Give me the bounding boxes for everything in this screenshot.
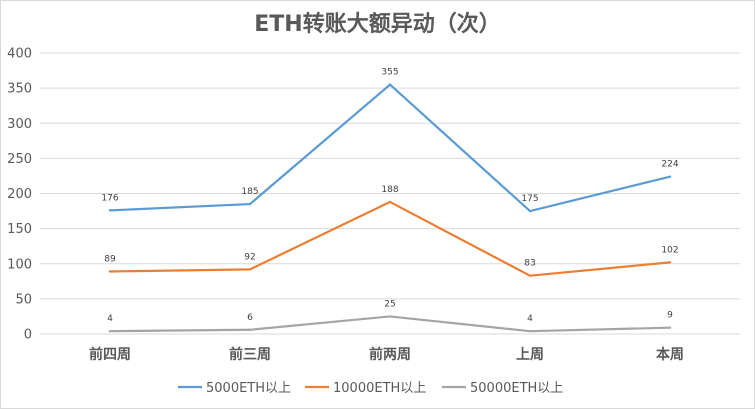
- data-point: [668, 261, 672, 264]
- y-tick-label: 350: [7, 82, 32, 97]
- data-point: [108, 329, 112, 333]
- y-tick-label: 100: [7, 257, 32, 272]
- series-lines: [108, 83, 672, 333]
- legend: 5000ETH以上 10000ETH以上 50000ETH以上: [178, 381, 563, 396]
- data-point: [388, 315, 392, 318]
- data-label: 9: [667, 311, 673, 321]
- x-axis-labels: 前四周 前三周 前两周 上周 本周: [89, 346, 684, 363]
- x-tick-label: 前两周: [369, 346, 411, 363]
- data-label: 25: [384, 299, 395, 309]
- data-point: [248, 202, 252, 206]
- y-tick-label: 0: [24, 328, 32, 343]
- series-line: [109, 200, 671, 277]
- data-label: 89: [104, 254, 116, 264]
- y-axis-ticks: 0 50 100 150 200 250 300 350 400: [7, 47, 32, 343]
- y-tick-label: 50: [15, 292, 32, 307]
- chart-title: ETH转账大额异动（次）: [254, 12, 501, 37]
- data-label: 4: [527, 314, 533, 324]
- y-tick-label: 150: [7, 222, 32, 237]
- data-label: 4: [107, 314, 113, 324]
- data-point: [528, 329, 532, 333]
- data-point: [248, 268, 252, 271]
- data-label: 188: [381, 185, 398, 195]
- data-label: 102: [661, 245, 678, 255]
- y-tick-label: 400: [7, 47, 32, 62]
- series-line: [109, 315, 671, 333]
- data-point: [248, 328, 252, 331]
- data-label: 355: [381, 68, 398, 78]
- data-label: 175: [521, 194, 538, 204]
- legend-label: 5000ETH以上: [206, 381, 291, 396]
- data-point: [668, 326, 672, 329]
- legend-label: 50000ETH以上: [470, 381, 563, 396]
- data-point: [108, 270, 112, 273]
- data-point: [668, 175, 672, 178]
- x-tick-label: 前三周: [229, 346, 271, 363]
- data-label: 185: [241, 187, 258, 197]
- legend-label: 10000ETH以上: [333, 381, 426, 396]
- data-point: [388, 200, 392, 204]
- data-point: [108, 209, 112, 212]
- data-label: 6: [247, 313, 253, 323]
- y-tick-label: 250: [7, 152, 32, 167]
- x-tick-label: 前四周: [89, 346, 131, 363]
- data-label: 92: [244, 252, 255, 262]
- data-label: 83: [524, 259, 535, 269]
- x-tick-label: 上周: [516, 347, 544, 363]
- gridlines: [40, 52, 740, 335]
- y-tick-label: 300: [7, 117, 32, 132]
- y-tick-label: 200: [7, 187, 32, 202]
- data-point: [528, 209, 532, 213]
- data-point: [528, 274, 532, 277]
- data-point: [388, 83, 392, 86]
- data-label: 176: [101, 193, 118, 203]
- data-label: 224: [661, 160, 678, 170]
- x-tick-label: 本周: [656, 346, 684, 363]
